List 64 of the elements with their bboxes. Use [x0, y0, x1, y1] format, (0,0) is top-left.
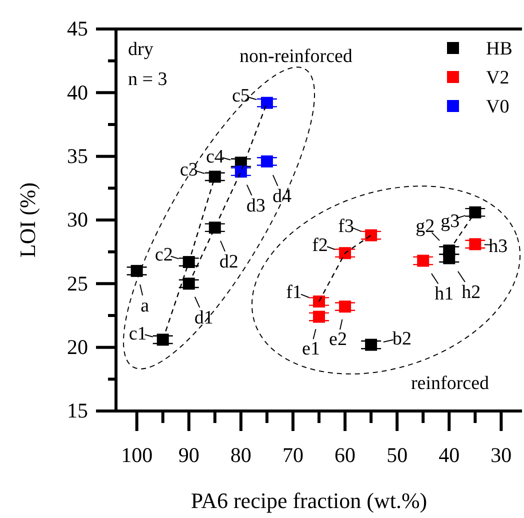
annotation: reinforced: [410, 373, 490, 394]
point: [260, 155, 273, 168]
point: [130, 264, 143, 277]
y-tick-label: 20: [67, 335, 88, 360]
annotation: c2: [154, 244, 173, 266]
x-axis-title: PA6 recipe fraction (wt.%): [190, 488, 428, 513]
x-tick-label: 90: [178, 442, 200, 467]
annotation: h2: [462, 282, 481, 303]
x-tick-label: 100: [121, 442, 153, 467]
y-tick-label: 30: [67, 208, 88, 232]
y-tick-label: 15: [67, 398, 88, 423]
annotation: h3: [488, 236, 508, 257]
x-tick-label: 70: [282, 442, 304, 467]
annotation: n = 3: [128, 69, 168, 90]
point: [365, 229, 378, 242]
annotation: b2: [392, 328, 412, 350]
point: [469, 238, 482, 250]
point: [339, 300, 352, 313]
annotation: d2: [219, 251, 238, 272]
annotation: dry: [128, 39, 154, 60]
annotation: c5: [232, 86, 250, 107]
point: [208, 170, 221, 183]
point: [182, 278, 195, 290]
point: [417, 254, 430, 267]
annotation: f3: [338, 216, 354, 237]
annotation: c3: [180, 159, 198, 180]
y-tick-label: 45: [67, 16, 88, 41]
annotation: f2: [312, 234, 328, 256]
annotation: d1: [194, 307, 214, 328]
annotation: f1: [286, 282, 302, 304]
x-tick-label: 40: [438, 442, 460, 467]
y-tick-label: 25: [67, 271, 88, 296]
annotation: a: [140, 296, 150, 317]
annotation: e2: [329, 329, 347, 350]
legend-label: V2: [486, 68, 510, 89]
annotation: d3: [246, 195, 266, 216]
annotation: c4: [206, 146, 224, 168]
point: [313, 310, 325, 323]
x-tick-label: 60: [334, 442, 356, 467]
annotation: g3: [440, 211, 460, 232]
point: [234, 166, 247, 178]
y-axis-title: LOI (%): [15, 182, 40, 258]
annotation: d4: [272, 186, 292, 208]
point: [469, 206, 482, 218]
point: [339, 247, 352, 260]
annotation: h1: [434, 283, 454, 304]
legend-label: HB: [486, 38, 512, 60]
x-tick-label: 50: [386, 442, 408, 467]
point: [443, 252, 456, 264]
point: [156, 334, 169, 346]
x-tick-label: 30: [490, 442, 512, 467]
y-tick-label: 35: [67, 144, 88, 168]
annotation: non-reinforced: [240, 46, 353, 67]
point: [365, 338, 378, 351]
point: [260, 96, 273, 109]
point: [208, 222, 221, 234]
point: [182, 256, 195, 268]
y-tick-label: 40: [67, 80, 88, 104]
point: [313, 295, 325, 308]
legend-label: V0: [486, 96, 510, 118]
annotation: g2: [416, 216, 435, 238]
x-tick-label: 80: [230, 442, 252, 467]
annotation: c1: [128, 323, 147, 344]
annotation: e1: [302, 338, 320, 360]
